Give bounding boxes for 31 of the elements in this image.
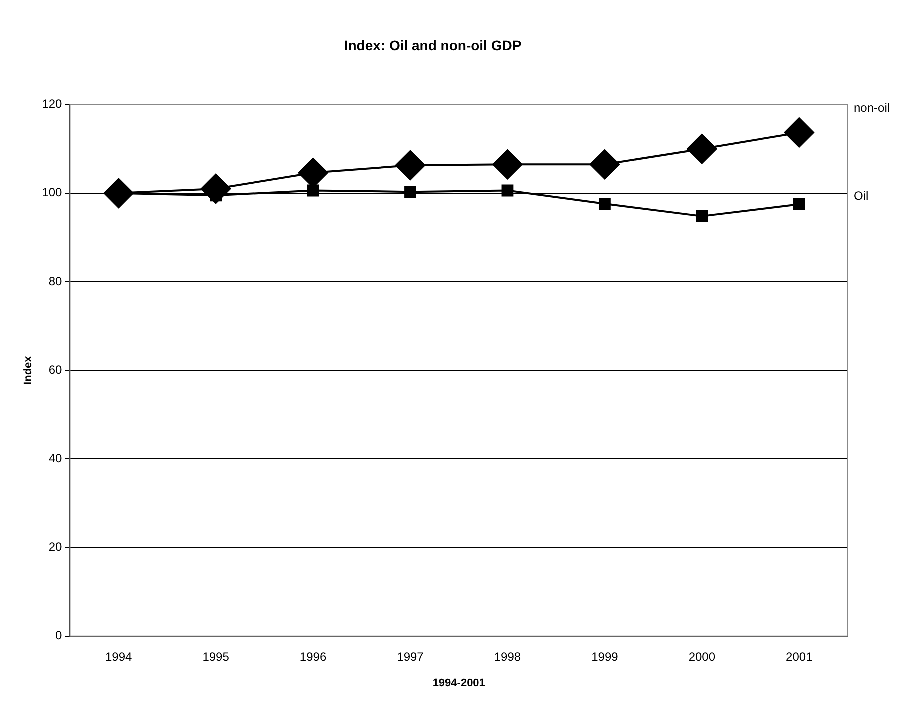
- x-tick-label: 1998: [494, 650, 522, 664]
- x-tick-label: 1995: [202, 650, 230, 664]
- point: [784, 118, 814, 148]
- text: Oil: [854, 188, 869, 203]
- x-tick-label: 1999: [592, 650, 619, 664]
- point: [396, 150, 426, 180]
- x-tick-label: 1994: [105, 650, 133, 664]
- x-tick-label: 1996: [300, 650, 327, 664]
- y-tick-label: 0: [56, 628, 63, 643]
- y-tick-label: 100: [42, 186, 63, 200]
- x-tick-label: 1997: [397, 650, 424, 664]
- chart-title: Index: Oil and non-oil GDP: [344, 37, 522, 54]
- text: non-oil: [854, 101, 890, 116]
- x-tick-label: 2000: [688, 650, 716, 664]
- point: [793, 198, 806, 210]
- y-tick-label: 20: [48, 540, 63, 554]
- point: [492, 150, 523, 180]
- x-tick-label: 2001: [786, 650, 814, 664]
- point: [687, 134, 718, 164]
- point: [404, 186, 416, 198]
- point: [307, 184, 320, 197]
- x-axis-title: 1994-2001: [432, 677, 486, 690]
- y-axis-title: Index: [22, 355, 35, 385]
- y-tick-label: 120: [42, 97, 63, 112]
- point: [502, 184, 514, 197]
- y-tick-label: 80: [48, 274, 63, 288]
- y-tick-label: 40: [48, 452, 63, 466]
- y-tick-label: 60: [48, 362, 63, 377]
- point: [598, 198, 611, 210]
- point: [590, 150, 620, 180]
- point: [696, 210, 708, 222]
